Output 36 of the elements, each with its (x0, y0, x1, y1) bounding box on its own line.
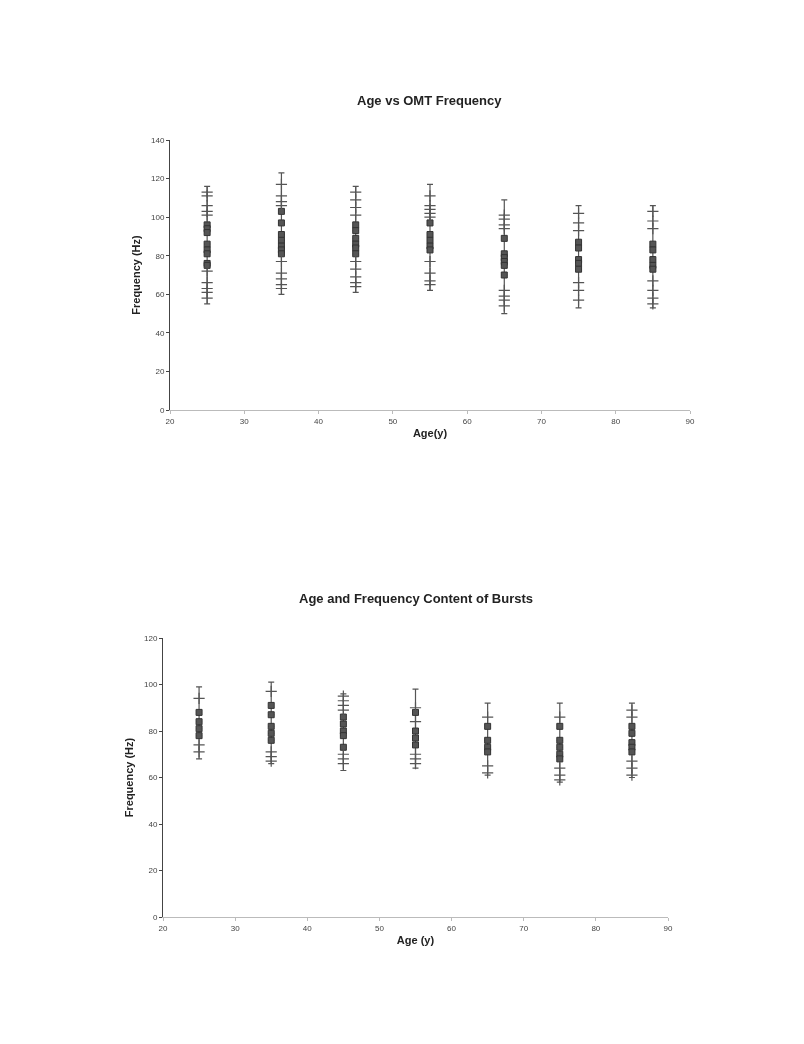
y-tick-label: 80 (148, 726, 158, 736)
x-tick-label: 80 (611, 416, 621, 426)
y-axis-title: Frequency (Hz) (129, 234, 142, 315)
chart-title: Age and Frequency Content of Bursts (299, 591, 534, 606)
y-tick-label: 120 (144, 633, 158, 643)
x-tick-label: 80 (591, 923, 601, 933)
x-tick-label: 40 (314, 416, 324, 426)
x-tick-label: 90 (685, 416, 695, 426)
y-tick-label: 0 (159, 405, 165, 415)
y-tick-label: 20 (148, 866, 158, 876)
y-tick-label: 60 (155, 290, 165, 300)
y-tick-label: 40 (155, 328, 165, 338)
x-tick-label: 60 (447, 923, 457, 933)
chart-title: Age vs OMT Frequency (357, 93, 503, 108)
y-tick-label: 140 (151, 135, 165, 145)
x-axis-title: Age (y) (396, 933, 435, 946)
y-tick-label: 60 (148, 773, 158, 783)
x-tick-label: 60 (462, 416, 473, 426)
x-axis-title: Age(y) (412, 426, 448, 439)
x-tick-label: 50 (374, 923, 385, 933)
y-tick-label: 120 (151, 174, 165, 184)
y-tick-label: 40 (148, 819, 158, 829)
x-tick-label: 70 (536, 416, 547, 426)
y-axis-title: Frequency (Hz) (122, 737, 135, 818)
x-tick-label: 30 (239, 416, 250, 426)
x-tick-label: 30 (230, 923, 241, 933)
x-tick-label: 50 (388, 416, 398, 426)
y-tick-label: 20 (155, 367, 165, 377)
y-tick-label: 100 (144, 680, 158, 690)
x-tick-label: 40 (302, 923, 313, 933)
y-tick-label: 100 (151, 212, 165, 222)
x-tick-label: 20 (165, 416, 175, 426)
x-tick-label: 90 (663, 923, 673, 933)
y-tick-label: 80 (155, 251, 165, 261)
y-tick-label: 0 (152, 912, 158, 922)
x-tick-label: 70 (519, 923, 529, 933)
